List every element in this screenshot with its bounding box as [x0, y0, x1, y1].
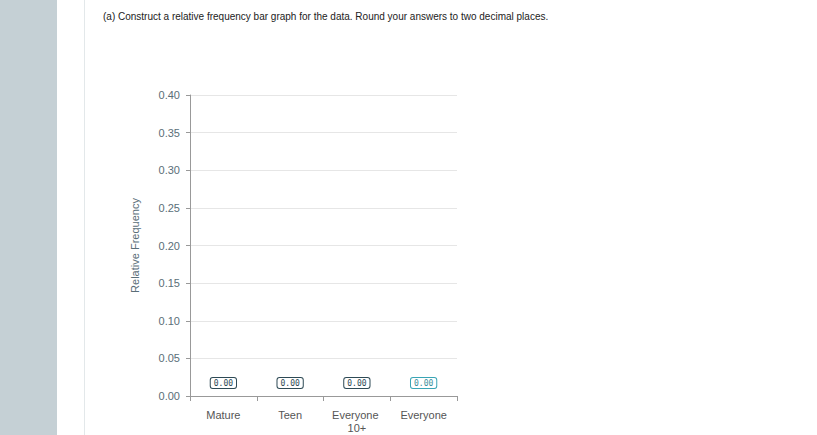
svg-text:10+: 10+: [348, 422, 367, 434]
svg-text:0.00: 0.00: [214, 379, 233, 388]
svg-text:0.15: 0.15: [159, 277, 180, 289]
svg-text:Teen: Teen: [278, 409, 302, 421]
svg-text:0.00: 0.00: [414, 379, 433, 388]
svg-text:0.20: 0.20: [159, 240, 180, 252]
svg-text:0.05: 0.05: [159, 352, 180, 364]
svg-text:Everyone: Everyone: [400, 409, 446, 421]
svg-text:0.10: 0.10: [159, 315, 180, 327]
svg-text:Everyone: Everyone: [332, 409, 382, 421]
svg-text:0.00: 0.00: [347, 379, 366, 388]
svg-text:Mature: Mature: [206, 409, 240, 421]
svg-text:(a) Construct a relative frequ: (a) Construct a relative frequency bar g…: [103, 11, 548, 22]
svg-text:0.00: 0.00: [280, 379, 299, 388]
svg-text:0.25: 0.25: [159, 202, 180, 214]
svg-text:0.30: 0.30: [159, 164, 180, 176]
svg-text:0.35: 0.35: [159, 127, 180, 139]
svg-text:0.40: 0.40: [159, 89, 180, 101]
svg-text:Relative Frequency: Relative Frequency: [129, 198, 141, 293]
svg-text:0.00: 0.00: [159, 390, 180, 402]
